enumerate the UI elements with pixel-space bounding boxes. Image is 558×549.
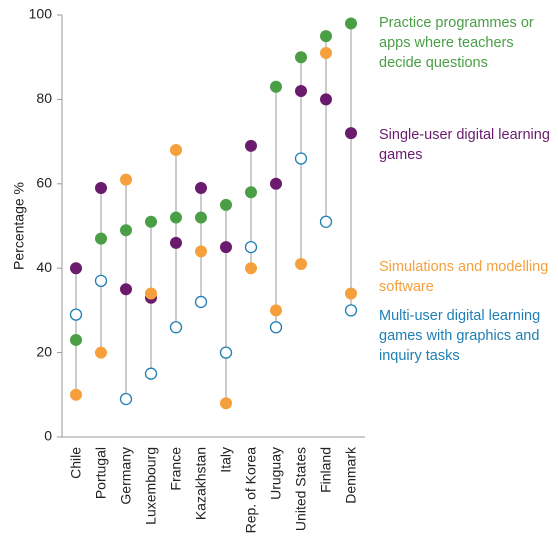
- dot: [120, 283, 132, 296]
- y-tick-label: 0: [44, 428, 52, 444]
- y-tick-label: 20: [36, 343, 52, 359]
- y-tick-label: 40: [36, 259, 52, 275]
- x-tick-label: Uruguay: [268, 447, 284, 500]
- legend-entry: Practice programmes or apps where teache…: [379, 15, 534, 71]
- dot: [95, 232, 107, 245]
- dot: [120, 173, 132, 186]
- dot: [244, 240, 258, 254]
- dot: [195, 211, 207, 224]
- dot: [345, 127, 357, 140]
- dot: [320, 46, 332, 59]
- dot: [145, 215, 157, 228]
- dot: [320, 93, 332, 106]
- x-tick-label: Kazakhstan: [193, 447, 209, 520]
- dot: [170, 236, 182, 249]
- y-axis-label: Percentage %: [11, 182, 27, 270]
- x-tick-label: Chile: [68, 447, 84, 479]
- dot: [95, 182, 107, 195]
- dot: [120, 224, 132, 237]
- dot: [195, 182, 207, 195]
- dot: [294, 152, 308, 165]
- dot: [70, 262, 82, 275]
- dot: [194, 295, 208, 309]
- y-tick-label: 80: [36, 90, 52, 106]
- x-tick-label: Rep. of Korea: [243, 447, 259, 534]
- legend-entry: Multi-user digital learning games with g…: [379, 308, 541, 364]
- y-tick-label: 100: [29, 6, 53, 22]
- dot: [219, 346, 233, 359]
- x-tick-label: Italy: [218, 447, 234, 473]
- dot: [319, 215, 333, 228]
- dot: [245, 139, 257, 152]
- dot: [320, 30, 332, 43]
- dot: [295, 257, 307, 270]
- dot: [170, 211, 182, 224]
- y-tick-label: 60: [36, 175, 52, 191]
- dot: [345, 287, 357, 300]
- dot: [270, 304, 282, 317]
- dot: [70, 388, 82, 401]
- x-tick-label: France: [168, 447, 184, 491]
- dot: [245, 186, 257, 199]
- x-tick-label: Luxembourg: [143, 447, 159, 525]
- dot: [145, 287, 157, 300]
- dot: [69, 308, 83, 321]
- x-tick-label: Finland: [318, 447, 334, 493]
- dot: [119, 392, 133, 406]
- dot: [270, 177, 282, 190]
- dot: [169, 321, 183, 334]
- x-tick-label: Germany: [118, 447, 134, 505]
- dot: [220, 198, 232, 211]
- dot: [269, 321, 283, 334]
- x-tick-label: Denmark: [343, 446, 359, 504]
- dot: [345, 17, 357, 30]
- dot: [170, 144, 182, 157]
- dot: [344, 304, 358, 317]
- dot: [70, 333, 82, 346]
- dot: [95, 346, 107, 359]
- dot: [295, 84, 307, 97]
- dot: [94, 274, 108, 288]
- legend-entry: Single-user digital learning games: [379, 127, 550, 163]
- dot: [195, 245, 207, 258]
- dot: [270, 80, 282, 93]
- x-tick-label: United States: [293, 447, 309, 531]
- dot: [220, 397, 232, 410]
- dot: [144, 367, 158, 380]
- x-tick-label: Portugal: [93, 447, 109, 499]
- dot: [295, 51, 307, 64]
- dot: [220, 241, 232, 254]
- dot: [245, 262, 257, 275]
- legend-entry: Simulations and modelling software: [379, 259, 549, 295]
